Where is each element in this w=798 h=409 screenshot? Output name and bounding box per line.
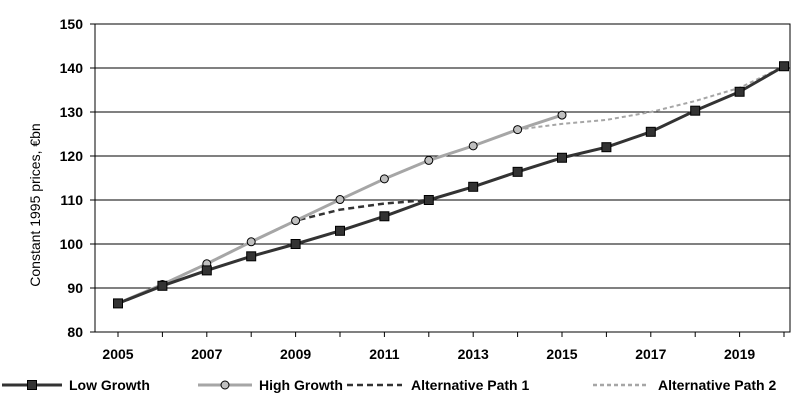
data-point: [379, 174, 389, 184]
data-point: [424, 155, 434, 165]
y-tick-label: 80: [67, 324, 83, 340]
data-point: [423, 195, 434, 205]
y-tick-label: 130: [60, 104, 84, 120]
series-layer: [113, 61, 789, 309]
data-point: [557, 152, 567, 163]
x-tick-label: 2013: [458, 346, 489, 362]
data-point: [113, 298, 123, 309]
x-tick-label: 2017: [635, 346, 666, 362]
x-tick-label: 2009: [280, 346, 311, 362]
data-point: [201, 265, 212, 276]
y-tick-label: 110: [60, 192, 83, 208]
data-point: [335, 195, 345, 205]
legend-item: Alternative Path 2: [593, 377, 776, 393]
grid-lines: [95, 23, 790, 333]
legend-item: Low Growth: [2, 377, 150, 393]
y-tick-label: 90: [67, 280, 83, 296]
data-point: [335, 225, 345, 236]
y-axis-ticks: 80 90 100 110 120 130 140 150: [60, 16, 95, 340]
y-tick-label: 150: [60, 16, 84, 32]
data-point: [157, 280, 168, 291]
x-tick-label: 2005: [102, 346, 133, 362]
series-line-low-growth: [117, 64, 785, 305]
data-point: [513, 125, 523, 135]
data-point: [379, 211, 390, 222]
series-line-alternative-path-2: [517, 65, 785, 131]
legend-label: High Growth: [259, 377, 343, 393]
x-tick-label: 2011: [369, 346, 400, 362]
y-tick-label: 120: [60, 148, 84, 164]
legend-label: Low Growth: [69, 377, 150, 393]
data-point: [734, 86, 745, 97]
legend-item: Alternative Path 1: [347, 377, 529, 393]
data-point: [645, 126, 656, 137]
data-point: [690, 105, 701, 116]
data-point: [291, 216, 301, 226]
legend-label: Alternative Path 2: [658, 377, 776, 393]
data-point: [468, 141, 478, 151]
legend-label: Alternative Path 1: [411, 377, 529, 393]
x-axis-ticks: 2005 2007 2009 2011 2013 2015 2017 2019: [102, 332, 785, 362]
legend-marker: [27, 380, 37, 390]
data-point: [779, 61, 789, 72]
data-point: [601, 142, 612, 153]
data-point: [246, 237, 256, 247]
data-point: [468, 181, 479, 192]
plot-border: [94, 23, 791, 333]
data-point: [557, 110, 567, 120]
data-point: [290, 239, 301, 249]
y-axis-title: Constant 1995 prices, €bn: [27, 123, 43, 286]
y-tick-label: 140: [60, 60, 84, 76]
data-point: [246, 251, 257, 262]
y-tick-label: 100: [60, 236, 84, 252]
plot-frame: [94, 23, 791, 333]
legend-item: High Growth: [198, 377, 343, 393]
x-tick-label: 2015: [546, 346, 577, 362]
legend-marker: [220, 380, 230, 390]
x-tick-label: 2007: [191, 346, 222, 362]
data-point: [512, 166, 523, 177]
legend: Low Growth High Growth Alternative Path 1 A…: [2, 377, 776, 393]
x-tick-label: 2019: [724, 346, 755, 362]
